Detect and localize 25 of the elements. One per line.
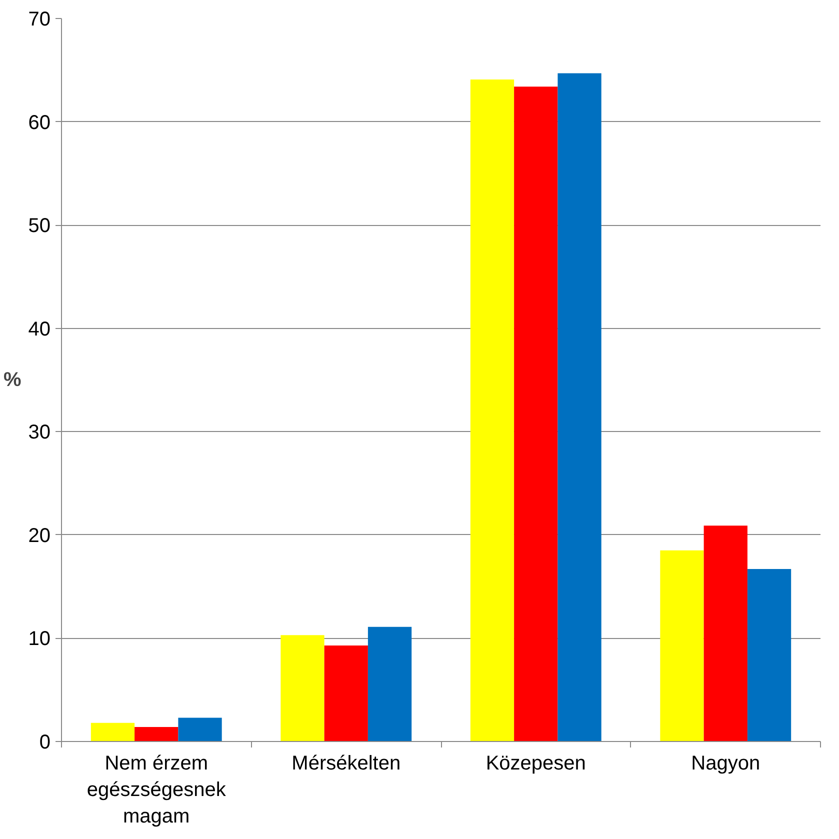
x-tick-label: Közepesen <box>486 752 586 774</box>
y-tick-label: 20 <box>28 524 51 547</box>
bar <box>470 79 514 742</box>
y-tick-label: 50 <box>28 215 51 238</box>
y-tick-label: 60 <box>28 112 51 134</box>
x-tick-label: Mérsékelten <box>292 752 401 774</box>
y-tick-label: 30 <box>28 422 51 444</box>
bar <box>178 718 222 742</box>
bar <box>660 550 704 742</box>
bar <box>280 635 324 742</box>
y-axis-title: % <box>3 369 22 391</box>
y-tick-label: 40 <box>28 318 51 340</box>
bar <box>90 722 135 742</box>
bar <box>324 645 368 742</box>
bar <box>514 86 558 742</box>
bar <box>368 626 412 742</box>
x-tick-label: Nagyon <box>691 752 760 774</box>
y-tick-label: 70 <box>28 8 51 30</box>
y-tick-label: 0 <box>39 732 50 754</box>
bar <box>558 73 602 742</box>
y-tick-label: 10 <box>28 628 51 650</box>
bar <box>704 526 748 742</box>
bar <box>134 727 178 742</box>
x-tick-label: Nem érzem egészségesnek magam <box>86 752 227 828</box>
bar <box>747 569 792 742</box>
